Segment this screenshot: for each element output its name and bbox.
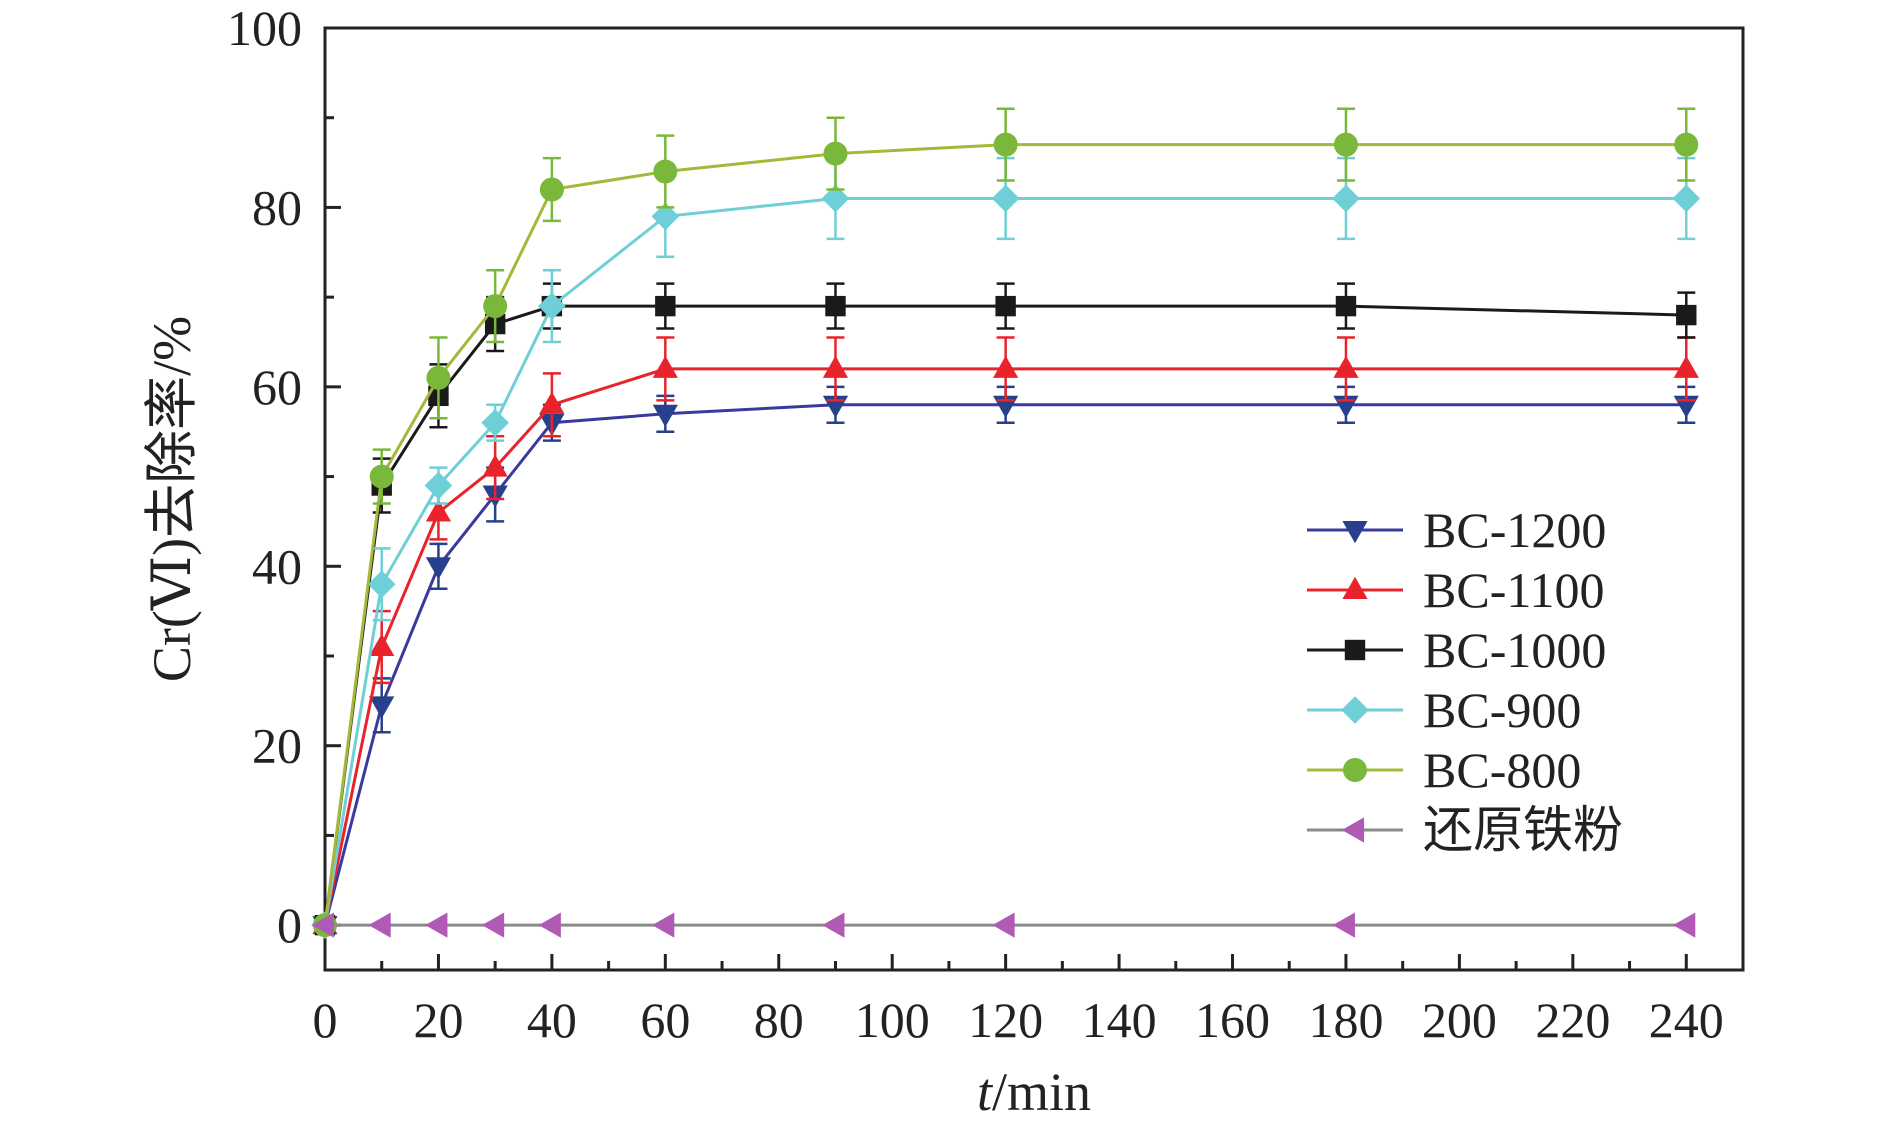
- data-point: [538, 292, 566, 320]
- data-point: [1332, 184, 1360, 213]
- data-point: [825, 295, 846, 317]
- data-point: [483, 294, 508, 319]
- series-line: [323, 403, 1687, 926]
- legend-label: BC-900: [1423, 682, 1581, 738]
- y-tick-label: 0: [277, 897, 302, 953]
- data-point: [655, 295, 676, 317]
- x-tick-label: 240: [1649, 992, 1724, 1048]
- series-layer: [311, 107, 1701, 939]
- data-point: [993, 132, 1018, 157]
- data-point: [651, 202, 680, 231]
- x-tick-label: 20: [413, 992, 463, 1048]
- data-point: [539, 391, 565, 414]
- data-point: [1335, 295, 1357, 317]
- legend-marker: [1341, 696, 1369, 724]
- data-point: [652, 355, 678, 378]
- x-axis-title-italic: t: [977, 1062, 994, 1122]
- data-point: [822, 355, 849, 378]
- data-point: [653, 159, 678, 184]
- series-5: [311, 912, 1696, 938]
- data-point: [992, 912, 1015, 938]
- series-line: [323, 143, 1687, 926]
- data-point: [482, 454, 508, 477]
- legend-label: BC-1100: [1423, 562, 1605, 618]
- series-4: [313, 107, 1699, 938]
- data-point: [539, 177, 564, 202]
- x-tick-label: 140: [1082, 992, 1157, 1048]
- x-tick-label: 80: [754, 992, 804, 1048]
- y-tick-label: 80: [252, 179, 302, 235]
- x-axis-title: t/min: [977, 1062, 1091, 1122]
- data-point: [821, 184, 850, 213]
- data-point: [481, 408, 509, 437]
- x-tick-label: 160: [1195, 992, 1270, 1048]
- legend-marker: [1342, 576, 1368, 599]
- data-point: [424, 471, 453, 500]
- series-line: [323, 196, 1687, 926]
- data-point: [538, 912, 561, 938]
- legend-label: 还原铁粉: [1423, 802, 1623, 858]
- data-point: [1333, 355, 1359, 378]
- data-point: [369, 633, 395, 657]
- series-line: [323, 367, 1687, 926]
- data-point: [1674, 132, 1699, 157]
- y-tick-label: 100: [227, 0, 302, 56]
- data-point: [425, 557, 452, 580]
- y-axis-ticks: 0 20 40 60 80 100: [227, 0, 341, 953]
- data-point: [1676, 304, 1697, 326]
- legend-marker: [1342, 521, 1368, 544]
- plot-frame: [323, 26, 1745, 972]
- series-line: [323, 304, 1687, 926]
- data-point: [652, 912, 675, 938]
- x-tick-label: 40: [527, 992, 577, 1048]
- data-point: [995, 295, 1016, 317]
- x-tick-label: 0: [313, 992, 338, 1048]
- data-point: [481, 912, 505, 938]
- x-axis-title-rest: /min: [992, 1062, 1091, 1122]
- x-axis-ticks: 0 20 40 60 80 100 120 140 160 180 200 220 240: [313, 954, 1724, 1048]
- data-point: [1672, 184, 1701, 213]
- y-axis-title: Cr(Ⅵ)去除率/%: [142, 316, 202, 682]
- x-tick-label: 120: [968, 992, 1043, 1048]
- legend-label: BC-1000: [1423, 622, 1606, 678]
- legend-marker: [1341, 817, 1364, 843]
- legend-label: BC-1200: [1423, 502, 1606, 558]
- data-point: [1673, 912, 1696, 938]
- x-tick-label: 100: [855, 992, 930, 1048]
- data-point: [1333, 132, 1358, 157]
- data-point: [369, 464, 394, 489]
- data-point: [993, 355, 1019, 378]
- data-point: [1673, 355, 1699, 378]
- data-point: [1332, 912, 1355, 938]
- data-point: [311, 912, 334, 938]
- legend-marker: [1344, 639, 1366, 661]
- x-tick-label: 220: [1535, 992, 1610, 1048]
- data-point: [991, 184, 1020, 213]
- data-point: [425, 499, 452, 522]
- data-point: [367, 570, 396, 599]
- data-point: [368, 912, 391, 938]
- x-tick-label: 60: [640, 992, 690, 1048]
- data-point: [425, 912, 448, 938]
- data-point: [369, 696, 395, 719]
- data-point: [822, 912, 845, 938]
- legend-label: BC-800: [1423, 742, 1581, 798]
- x-tick-label: 180: [1308, 992, 1383, 1048]
- data-point: [426, 365, 451, 390]
- data-point: [823, 141, 848, 166]
- y-tick-label: 60: [252, 359, 302, 415]
- y-tick-label: 20: [252, 718, 302, 774]
- x-tick-label: 200: [1422, 992, 1497, 1048]
- y-tick-label: 40: [252, 538, 302, 594]
- data-point: [652, 404, 678, 427]
- legend-marker: [1343, 758, 1367, 782]
